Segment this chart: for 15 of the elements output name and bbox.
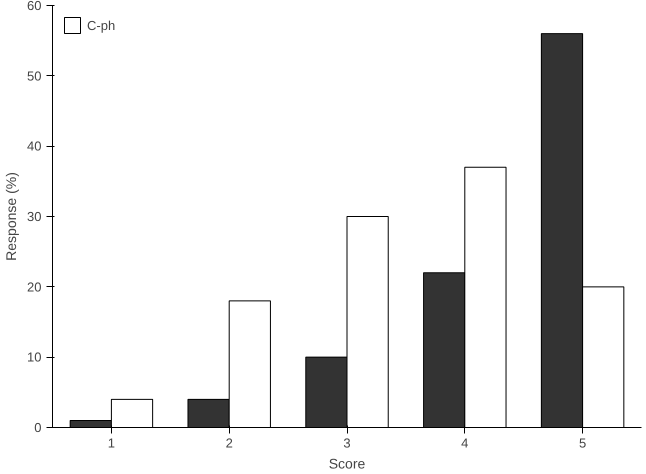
y-tick-label: 50 <box>27 68 42 84</box>
y-tick-label: 20 <box>27 279 42 294</box>
x-tick-label: 3 <box>343 436 351 450</box>
y-tick-label: 30 <box>27 209 42 224</box>
y-tick-label: 60 <box>27 0 42 13</box>
x-tick-label: 4 <box>461 436 468 450</box>
x-axis-title: Score <box>328 456 366 472</box>
y-tick-label: 10 <box>27 350 42 365</box>
x-tick-label: 1 <box>108 436 116 450</box>
y-tick-label: 0 <box>34 420 42 435</box>
x-tick-label: 2 <box>226 436 233 450</box>
x-tick-label: 5 <box>578 436 586 450</box>
y-tick-label: 40 <box>27 138 42 154</box>
y-axis-title: Response (%) <box>3 172 20 261</box>
legend-label: C-ph <box>87 18 116 32</box>
